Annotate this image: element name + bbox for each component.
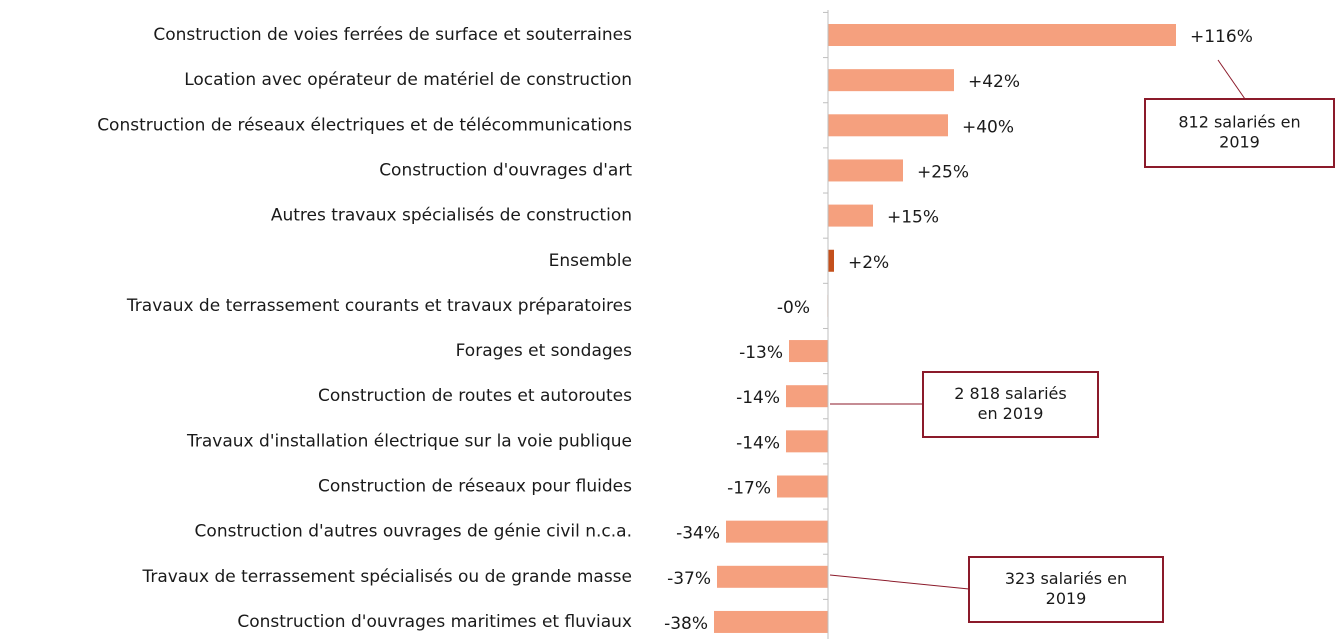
bar [786,430,828,453]
category-label: Construction de routes et autoroutes [318,386,632,406]
value-label: +15% [887,208,939,228]
value-label: +2% [848,253,889,273]
category-label: Travaux d'installation électrique sur la… [186,431,632,451]
category-label: Construction de réseaux électriques et d… [97,115,632,135]
annotation-text: en 2019 [978,404,1044,423]
bar [777,475,828,498]
bar [828,159,903,182]
bar [789,340,828,363]
category-label: Travaux de terrassement spécialisés ou d… [141,567,632,587]
value-label: -14% [736,388,780,408]
bar [828,69,954,92]
category-label: Travaux de terrassement courants et trav… [126,296,632,316]
bar [828,204,873,227]
bar [828,114,948,137]
bar [714,610,828,633]
category-label: Construction d'autres ouvrages de génie … [195,522,632,542]
annotation-connector [829,574,970,590]
bar [786,385,828,408]
category-label: Construction d'ouvrages d'art [379,160,632,180]
value-label: +116% [1190,27,1253,47]
value-label: -17% [727,479,771,499]
annotation-box [922,371,1099,438]
annotation-text: 2019 [1219,133,1260,152]
value-label: -0% [777,298,810,318]
bar [717,565,828,588]
value-label: +40% [962,117,1014,137]
category-label: Forages et sondages [456,341,633,361]
annotation-box [968,556,1164,623]
value-label: -38% [664,614,708,634]
annotation-text: 323 salariés en [1005,569,1127,588]
value-label: +42% [968,72,1020,92]
category-label: Ensemble [549,251,632,271]
bar [828,24,1176,46]
value-label: -34% [676,524,720,544]
value-label: +25% [917,162,969,182]
bar [828,249,834,272]
annotation-text: 2019 [1046,589,1087,608]
value-label: -37% [667,569,711,589]
annotation-text: 2 818 salariés [954,384,1066,403]
annotation-box [1144,98,1335,168]
category-label: Construction d'ouvrages maritimes et flu… [237,612,632,632]
category-label: Location avec opérateur de matériel de c… [184,70,632,90]
bar [726,520,828,543]
category-label: Autres travaux spécialisés de constructi… [271,206,632,226]
value-label: -13% [739,343,783,363]
category-label: Construction de réseaux pour fluides [318,477,632,497]
value-label: -14% [736,433,780,453]
annotation-text: 812 salariés en [1178,113,1300,132]
category-label: Construction de voies ferrées de surface… [153,25,632,45]
annotation-connector [1217,59,1246,100]
